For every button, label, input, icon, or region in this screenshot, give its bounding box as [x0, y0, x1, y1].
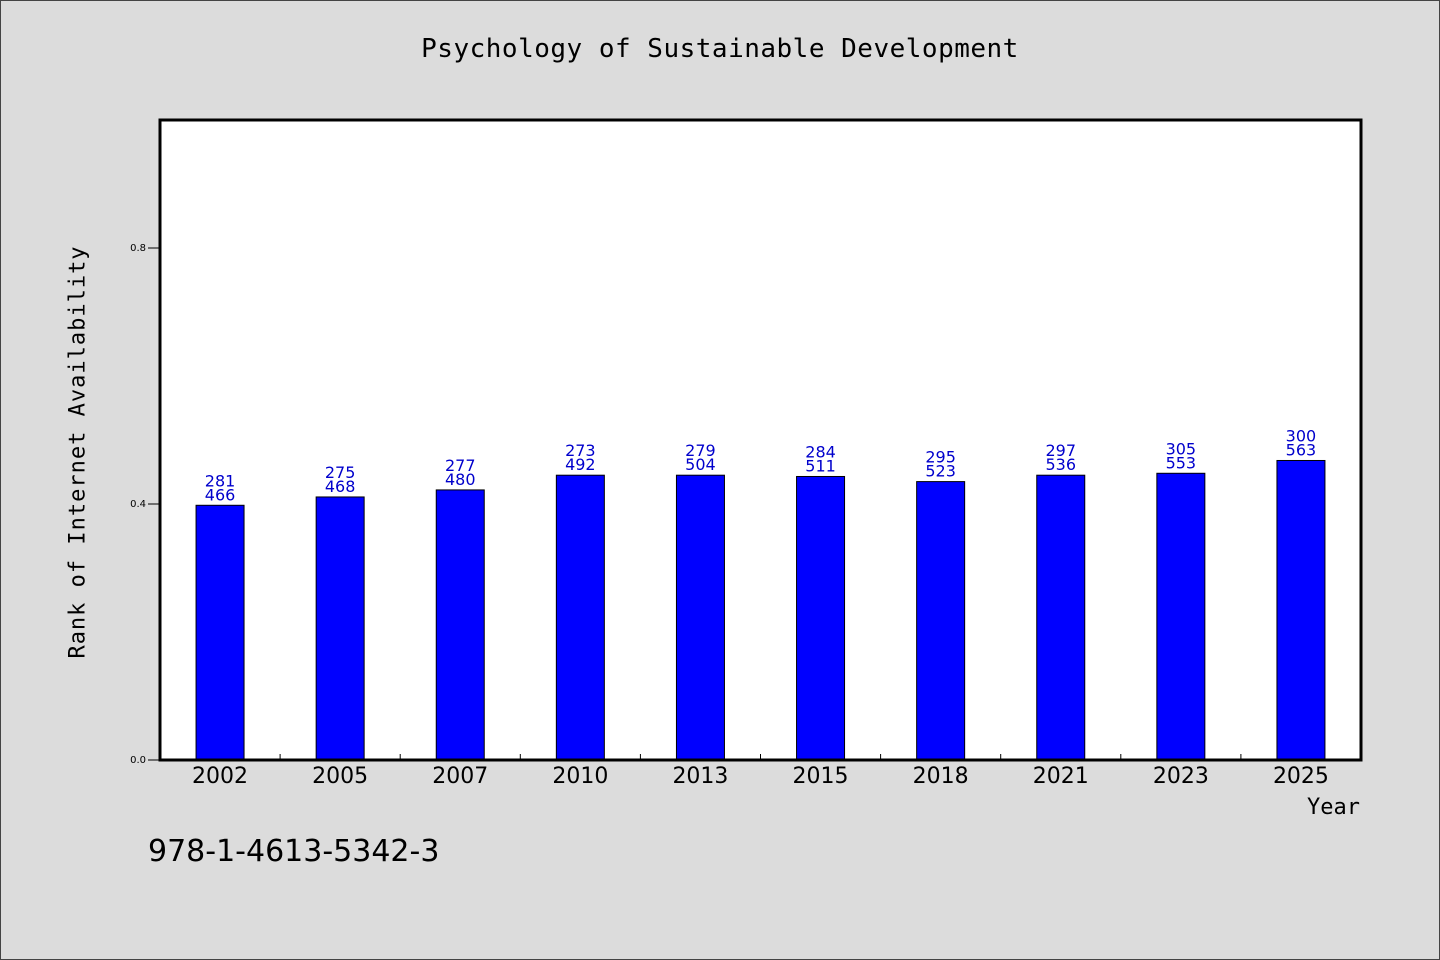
data-label-top: 300	[1286, 426, 1317, 445]
chart-title: Psychology of Sustainable Development	[421, 34, 1019, 64]
bar	[916, 481, 966, 761]
x-tick-label: 2013	[672, 764, 728, 789]
x-tick-label: 2021	[1033, 764, 1089, 789]
data-label-bottom: 523	[925, 462, 956, 481]
data-label-bottom: 563	[1286, 440, 1317, 459]
data-label-bottom: 492	[565, 455, 596, 474]
data-label-bottom: 468	[325, 477, 356, 496]
data-label-top: 305	[1166, 439, 1197, 458]
data-label-top: 297	[1045, 441, 1076, 460]
bar	[1276, 459, 1326, 761]
data-label-bottom: 504	[685, 455, 716, 474]
data-label-bottom: 536	[1045, 455, 1076, 474]
bar	[195, 504, 245, 761]
data-label-top: 273	[565, 441, 596, 460]
bar	[435, 489, 485, 761]
x-tick-label: 2007	[432, 764, 488, 789]
bar	[555, 474, 605, 761]
bar	[675, 474, 725, 761]
x-tick-label: 2023	[1153, 764, 1209, 789]
x-tick-label: 2010	[552, 764, 608, 789]
y-tick-label: 0.4	[130, 499, 146, 510]
plot-border	[158, 118, 1363, 762]
bar	[796, 475, 846, 761]
data-label-bottom: 480	[445, 470, 476, 489]
y-tick-label: 0.8	[130, 243, 146, 254]
data-label-top: 279	[685, 441, 716, 460]
x-tick-label: 2002	[192, 764, 248, 789]
bar	[1036, 474, 1086, 761]
data-label-top: 284	[805, 442, 836, 461]
y-tick-label: 0.0	[130, 755, 146, 766]
data-label-bottom: 511	[805, 456, 836, 475]
data-label-top: 275	[325, 463, 356, 482]
x-tick-label: 2005	[312, 764, 368, 789]
x-tick-label: 2018	[913, 764, 969, 789]
data-label-top: 295	[925, 448, 956, 467]
bar	[315, 496, 365, 761]
data-label-bottom: 553	[1166, 453, 1197, 472]
bar	[1156, 472, 1206, 761]
x-tick-label: 2025	[1273, 764, 1329, 789]
x-axis-label: Year	[1307, 795, 1360, 820]
isbn-text: 978-1-4613-5342-3	[148, 834, 440, 869]
data-label-top: 277	[445, 456, 476, 475]
x-tick-label: 2015	[793, 764, 849, 789]
data-label-bottom: 466	[205, 485, 236, 504]
data-label-top: 281	[205, 471, 236, 490]
